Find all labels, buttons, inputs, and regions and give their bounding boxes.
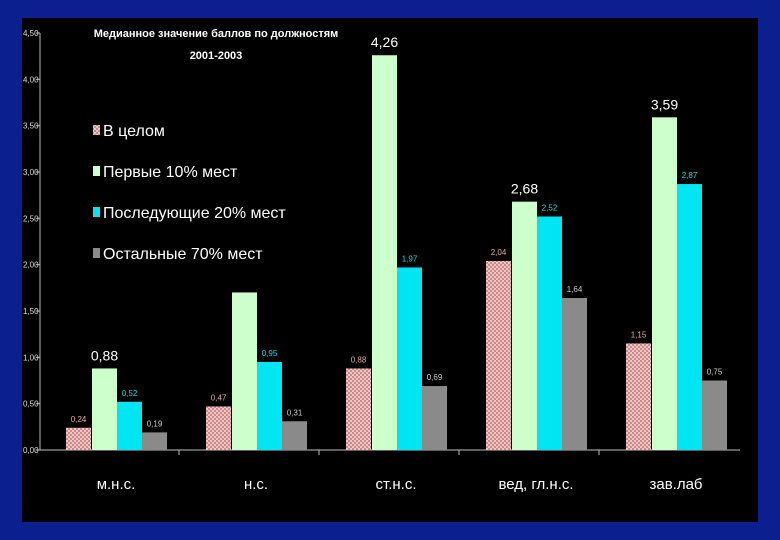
bar-2-3	[372, 55, 397, 451]
bar-3-4	[537, 216, 562, 450]
bar-4-4	[562, 298, 587, 450]
data-label: 0,75	[707, 368, 723, 377]
legend-swatch-2	[93, 166, 100, 176]
category-label: вед, гл.н.с.	[498, 476, 573, 493]
bar-4-2	[282, 421, 307, 450]
data-label: 2,04	[491, 248, 507, 257]
bar-2-5	[652, 117, 677, 451]
legend-swatch-1	[93, 125, 100, 135]
chart-slide: 0,00 0,50 1,00 1,50 2,00 2,50 3,00 3,50 4,00 4,50…	[22, 18, 758, 522]
data-label: 1,64	[567, 285, 583, 294]
data-label: 0,69	[427, 373, 443, 382]
bar-2-2	[232, 292, 257, 450]
bar-4-1	[142, 432, 167, 450]
bar-3-5	[677, 184, 702, 450]
bar-4-3	[422, 386, 447, 450]
data-label: 0,88	[91, 347, 118, 363]
chart-subtitle: 2001-2003	[190, 50, 243, 62]
data-label: 0,47	[211, 393, 227, 402]
y-tick-label: 4,00	[23, 75, 39, 84]
data-label: 0,88	[351, 355, 367, 364]
bar-3-2	[257, 361, 282, 450]
data-label: 4,26	[371, 34, 398, 50]
category-label: ст.н.с.	[376, 476, 417, 493]
chart-title: Медианное значение баллов по должностям	[94, 28, 339, 40]
data-label: 0,95	[262, 349, 278, 358]
bar-1-2	[206, 406, 231, 450]
y-tick-label: 1,00	[23, 353, 39, 362]
bar-3-3	[397, 267, 422, 450]
y-tick-label: 3,00	[23, 168, 39, 177]
bar-1-1	[66, 427, 91, 450]
y-tick-label: 2,00	[23, 261, 39, 270]
y-tick-label: 1,50	[23, 307, 39, 316]
bar-2-1	[92, 368, 117, 450]
bar-4-5	[702, 380, 727, 450]
legend-swatch-4	[93, 248, 100, 258]
y-tick-label: 2,50	[23, 214, 39, 223]
legend-label: Последующие 20% мест	[103, 205, 286, 222]
data-label: 2,68	[511, 181, 538, 197]
data-label: 2,52	[542, 203, 558, 212]
data-label: 3,59	[651, 96, 678, 112]
legend-swatch-3	[93, 207, 100, 217]
legend-label: Остальные 70% мест	[103, 246, 263, 263]
category-label: н.с.	[244, 476, 268, 493]
bar-1-3	[346, 368, 371, 450]
data-label: 0,19	[147, 419, 163, 428]
bar-2-4	[512, 201, 537, 450]
data-label: 0,31	[287, 408, 303, 417]
bar-1-4	[486, 260, 511, 450]
data-label: 0,52	[122, 389, 138, 398]
y-tick-label: 0,00	[23, 446, 39, 455]
y-tick-label: 3,50	[23, 122, 39, 131]
bar-1-5	[626, 343, 651, 450]
category-label: зав.лаб	[649, 476, 702, 493]
y-tick-label: 4,50	[23, 29, 39, 38]
legend-label: В целом	[103, 123, 165, 140]
data-label: 0,24	[71, 415, 87, 424]
data-label: 2,87	[682, 171, 698, 180]
legend-label: Первые 10% мест	[103, 164, 238, 181]
y-tick-label: 0,50	[23, 400, 39, 409]
data-label: 1,97	[402, 254, 418, 263]
bar-3-1	[117, 401, 142, 450]
category-label: м.н.с.	[97, 476, 136, 493]
data-label: 1,15	[631, 330, 647, 339]
bar-chart: 0,00 0,50 1,00 1,50 2,00 2,50 3,00 3,50 4,00 4,50…	[23, 28, 740, 493]
